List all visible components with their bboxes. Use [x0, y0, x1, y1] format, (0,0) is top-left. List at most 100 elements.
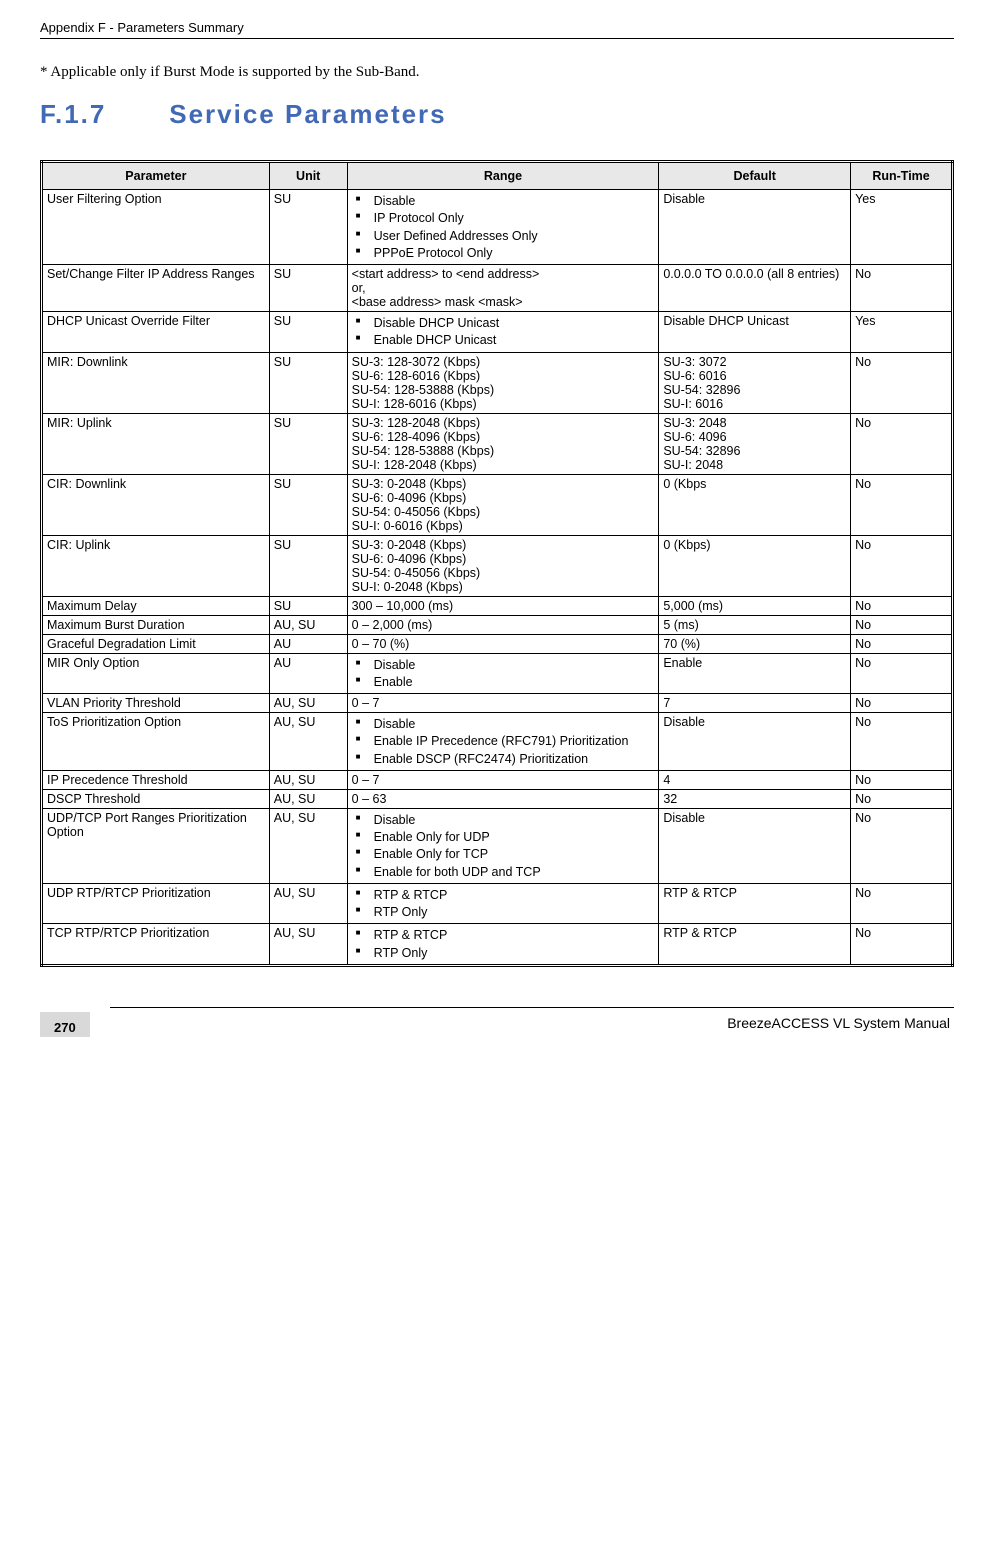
cell-runtime: No	[851, 634, 953, 653]
cell-unit: AU, SU	[269, 694, 347, 713]
cell-runtime: No	[851, 883, 953, 924]
table-row: MIR Only OptionAUDisableEnableEnableNo	[42, 653, 953, 694]
table-row: CIR: DownlinkSUSU-3: 0-2048 (Kbps)SU-6: …	[42, 474, 953, 535]
cell-parameter: CIR: Uplink	[42, 535, 270, 596]
cell-default: Disable	[659, 713, 851, 771]
cell-runtime: No	[851, 924, 953, 966]
cell-parameter: Maximum Burst Duration	[42, 615, 270, 634]
parameters-table: Parameter Unit Range Default Run-Time Us…	[40, 160, 954, 967]
cell-range: SU-3: 0-2048 (Kbps)SU-6: 0-4096 (Kbps)SU…	[347, 474, 659, 535]
col-header-range: Range	[347, 162, 659, 190]
cell-parameter: MIR: Downlink	[42, 352, 270, 413]
cell-unit: SU	[269, 312, 347, 353]
cell-range: 300 – 10,000 (ms)	[347, 596, 659, 615]
cell-runtime: No	[851, 474, 953, 535]
table-row: ToS Prioritization OptionAU, SUDisableEn…	[42, 713, 953, 771]
cell-unit: AU, SU	[269, 808, 347, 883]
cell-unit: AU, SU	[269, 615, 347, 634]
cell-default: 4	[659, 770, 851, 789]
cell-default: Disable DHCP Unicast	[659, 312, 851, 353]
range-item: RTP & RTCP	[352, 887, 655, 903]
manual-title: BreezeACCESS VL System Manual	[727, 1015, 954, 1037]
range-item: User Defined Addresses Only	[352, 228, 655, 244]
range-item: RTP & RTCP	[352, 927, 655, 943]
cell-runtime: No	[851, 789, 953, 808]
cell-unit: AU, SU	[269, 883, 347, 924]
range-item: Enable Only for UDP	[352, 829, 655, 845]
cell-unit: SU	[269, 596, 347, 615]
cell-unit: AU, SU	[269, 770, 347, 789]
cell-unit: SU	[269, 265, 347, 312]
range-item: Enable DHCP Unicast	[352, 332, 655, 348]
cell-runtime: No	[851, 615, 953, 634]
cell-range: DisableEnable IP Precedence (RFC791) Pri…	[347, 713, 659, 771]
col-header-runtime: Run-Time	[851, 162, 953, 190]
cell-default: RTP & RTCP	[659, 883, 851, 924]
cell-parameter: Graceful Degradation Limit	[42, 634, 270, 653]
cell-default: 32	[659, 789, 851, 808]
cell-range: 0 – 70 (%)	[347, 634, 659, 653]
note-text: * Applicable only if Burst Mode is suppo…	[40, 64, 954, 81]
section-number: F.1.7	[40, 99, 160, 130]
cell-default: 5 (ms)	[659, 615, 851, 634]
cell-default: Enable	[659, 653, 851, 694]
cell-range: SU-3: 128-3072 (Kbps)SU-6: 128-6016 (Kbp…	[347, 352, 659, 413]
section-heading: F.1.7 Service Parameters	[40, 99, 954, 130]
table-row: MIR: DownlinkSUSU-3: 128-3072 (Kbps)SU-6…	[42, 352, 953, 413]
range-item: RTP Only	[352, 904, 655, 920]
page-header: Appendix F - Parameters Summary	[40, 20, 954, 39]
cell-parameter: MIR Only Option	[42, 653, 270, 694]
cell-runtime: No	[851, 694, 953, 713]
cell-unit: AU	[269, 634, 347, 653]
cell-runtime: No	[851, 352, 953, 413]
cell-parameter: CIR: Downlink	[42, 474, 270, 535]
cell-range: Disable DHCP UnicastEnable DHCP Unicast	[347, 312, 659, 353]
cell-unit: AU, SU	[269, 789, 347, 808]
table-row: VLAN Priority ThresholdAU, SU0 – 77No	[42, 694, 953, 713]
range-item: Disable	[352, 716, 655, 732]
cell-default: Disable	[659, 808, 851, 883]
table-row: Set/Change Filter IP Address RangesSU<st…	[42, 265, 953, 312]
cell-default: 7	[659, 694, 851, 713]
table-row: Graceful Degradation LimitAU0 – 70 (%)70…	[42, 634, 953, 653]
table-row: UDP/TCP Port Ranges Prioritization Optio…	[42, 808, 953, 883]
cell-runtime: No	[851, 265, 953, 312]
cell-unit: AU	[269, 653, 347, 694]
table-row: DSCP ThresholdAU, SU0 – 6332No	[42, 789, 953, 808]
range-item: Disable	[352, 812, 655, 828]
cell-range: DisableIP Protocol OnlyUser Defined Addr…	[347, 190, 659, 265]
cell-default: RTP & RTCP	[659, 924, 851, 966]
cell-range: RTP & RTCPRTP Only	[347, 924, 659, 966]
table-row: Maximum Burst DurationAU, SU0 – 2,000 (m…	[42, 615, 953, 634]
cell-range: SU-3: 128-2048 (Kbps)SU-6: 128-4096 (Kbp…	[347, 413, 659, 474]
cell-runtime: No	[851, 808, 953, 883]
cell-parameter: Set/Change Filter IP Address Ranges	[42, 265, 270, 312]
cell-parameter: UDP/TCP Port Ranges Prioritization Optio…	[42, 808, 270, 883]
page-footer: 270 BreezeACCESS VL System Manual	[40, 1007, 954, 1037]
range-item: Enable IP Precedence (RFC791) Prioritiza…	[352, 733, 655, 749]
table-row: Maximum DelaySU300 – 10,000 (ms)5,000 (m…	[42, 596, 953, 615]
cell-runtime: No	[851, 413, 953, 474]
cell-range: SU-3: 0-2048 (Kbps)SU-6: 0-4096 (Kbps)SU…	[347, 535, 659, 596]
cell-default: 70 (%)	[659, 634, 851, 653]
cell-parameter: DHCP Unicast Override Filter	[42, 312, 270, 353]
cell-range: 0 – 7	[347, 770, 659, 789]
cell-unit: SU	[269, 190, 347, 265]
range-item: Enable for both UDP and TCP	[352, 864, 655, 880]
cell-parameter: User Filtering Option	[42, 190, 270, 265]
cell-runtime: No	[851, 653, 953, 694]
cell-range: 0 – 7	[347, 694, 659, 713]
col-header-default: Default	[659, 162, 851, 190]
table-row: UDP RTP/RTCP PrioritizationAU, SU RTP & R…	[42, 883, 953, 924]
cell-unit: SU	[269, 413, 347, 474]
range-item: Disable	[352, 657, 655, 673]
cell-range: <start address> to <end address>or,<base…	[347, 265, 659, 312]
cell-default: 0.0.0.0 TO 0.0.0.0 (all 8 entries)	[659, 265, 851, 312]
cell-default: 5,000 (ms)	[659, 596, 851, 615]
cell-parameter: UDP RTP/RTCP Prioritization	[42, 883, 270, 924]
cell-default: 0 (Kbps	[659, 474, 851, 535]
cell-runtime: Yes	[851, 312, 953, 353]
range-item: Disable	[352, 193, 655, 209]
cell-unit: AU, SU	[269, 713, 347, 771]
cell-runtime: No	[851, 535, 953, 596]
